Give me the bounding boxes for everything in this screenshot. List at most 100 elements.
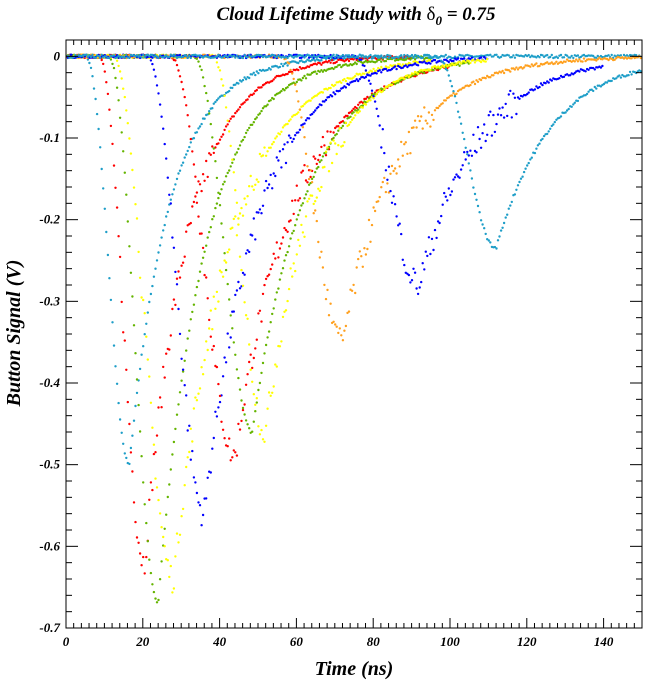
data-point [470, 177, 474, 180]
data-point [120, 131, 123, 134]
data-point [151, 284, 154, 288]
data-point [337, 144, 340, 147]
data-point [175, 277, 179, 280]
data-point [244, 131, 248, 135]
data-point [117, 64, 120, 68]
data-point [344, 86, 348, 89]
data-point [117, 99, 120, 102]
data-point [498, 235, 501, 238]
data-point [228, 437, 231, 440]
data-point [501, 106, 504, 109]
data-point [538, 85, 541, 89]
data-point [377, 90, 380, 94]
series-10 [66, 53, 604, 296]
data-point [168, 193, 171, 196]
data-point [421, 127, 424, 130]
data-point [235, 454, 239, 457]
data-point [272, 172, 275, 175]
data-point [341, 86, 345, 90]
data-point [191, 205, 194, 208]
data-point [223, 252, 226, 255]
data-point [235, 151, 239, 154]
data-point [128, 245, 131, 248]
data-point [463, 57, 466, 60]
data-point [386, 178, 389, 181]
data-point [206, 297, 209, 300]
data-point [409, 152, 412, 155]
data-point [334, 126, 337, 130]
data-point [269, 68, 272, 71]
data-point [95, 112, 99, 116]
data-point [401, 66, 404, 70]
data-point [358, 250, 361, 253]
data-point [138, 430, 142, 433]
data-point [201, 246, 205, 250]
data-point [340, 55, 343, 58]
data-point [301, 126, 305, 129]
data-point [143, 55, 146, 59]
data-point [300, 116, 303, 119]
data-point [112, 54, 116, 57]
data-point [264, 105, 268, 108]
data-point [240, 419, 243, 423]
data-point [191, 440, 194, 443]
data-point [231, 226, 234, 229]
data-point [138, 367, 142, 371]
data-point [320, 59, 323, 62]
data-point [350, 289, 354, 292]
data-point [512, 54, 515, 57]
data-point [192, 476, 196, 479]
data-point [332, 131, 335, 134]
data-point [506, 213, 509, 216]
data-point [131, 470, 134, 473]
data-point [209, 471, 212, 474]
x-tick-label: 60 [290, 634, 304, 649]
data-point [639, 56, 642, 60]
data-point [291, 115, 294, 118]
data-point [489, 110, 492, 113]
data-point [344, 63, 348, 66]
data-point [194, 481, 197, 484]
data-point [407, 273, 411, 277]
data-point [352, 54, 355, 57]
data-point [307, 197, 311, 200]
data-point [332, 320, 335, 323]
data-point [157, 56, 160, 60]
data-point [443, 191, 446, 195]
data-point [255, 56, 258, 59]
data-point [409, 58, 412, 61]
data-point [238, 212, 242, 215]
data-point [504, 102, 507, 106]
data-point [476, 80, 480, 84]
data-point [261, 107, 265, 110]
data-point [221, 375, 225, 378]
data-point [550, 124, 553, 128]
data-point [415, 56, 418, 59]
data-point [300, 56, 303, 59]
data-point [555, 60, 558, 63]
data-point [108, 108, 111, 111]
data-point [565, 54, 569, 57]
data-point [459, 168, 463, 171]
data-point [347, 123, 351, 126]
data-point [295, 112, 298, 116]
data-point [163, 545, 166, 548]
data-point [160, 560, 163, 563]
data-point [297, 100, 300, 103]
data-point [152, 275, 156, 278]
data-point [197, 279, 200, 283]
data-point [126, 220, 129, 223]
data-point [149, 401, 153, 404]
data-point [226, 282, 229, 286]
data-point [209, 226, 212, 229]
data-point [168, 348, 171, 351]
data-point [232, 217, 235, 221]
data-point [381, 180, 384, 184]
data-point [400, 232, 403, 236]
data-point [522, 55, 526, 58]
data-point [610, 53, 613, 57]
data-point [301, 202, 305, 205]
data-point [275, 241, 278, 244]
data-point [220, 222, 223, 225]
data-point [234, 153, 237, 156]
